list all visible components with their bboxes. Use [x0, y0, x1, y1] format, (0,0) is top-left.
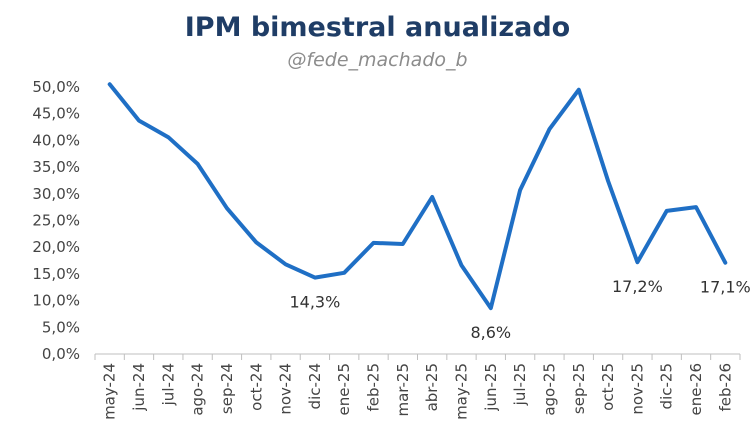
data-label: 17,1%	[700, 278, 751, 297]
x-tick-label: ene-25	[335, 363, 353, 415]
x-tick-label: jul-25	[511, 363, 529, 406]
x-tick-label: jun-25	[482, 363, 500, 412]
x-tick-label: mar-25	[394, 363, 412, 417]
y-tick-label: 50,0%	[32, 78, 80, 96]
x-tick-label: nov-24	[277, 363, 295, 415]
x-axis: may-24 jun-24 jul-24 ago-24 sep-24 oct-24 nov-…	[94, 353, 741, 420]
y-tick-label: 45,0%	[32, 105, 80, 123]
y-tick-label: 35,0%	[32, 158, 80, 176]
x-tick-label: dic-25	[658, 363, 676, 409]
data-label: 14,3%	[289, 293, 340, 312]
x-tick-label: jun-24	[130, 363, 148, 412]
series-line	[107, 82, 728, 311]
chart-subtitle: @fede_machado_b	[287, 49, 468, 71]
x-tick-label: feb-26	[716, 363, 734, 412]
data-label: 8,6%	[470, 323, 511, 342]
y-tick-label: 30,0%	[32, 185, 80, 203]
x-tick-label: may-24	[101, 363, 119, 420]
x-tick-label: oct-25	[599, 363, 617, 411]
chart-title: IPM bimestral anualizado	[184, 12, 571, 43]
x-tick-label: ago-24	[189, 363, 207, 416]
y-tick-label: 25,0%	[32, 212, 80, 230]
y-tick-label: 20,0%	[32, 238, 80, 256]
y-tick-label: 15,0%	[32, 265, 80, 283]
x-tick-label: ago-25	[540, 363, 558, 416]
data-label: 17,2%	[612, 277, 663, 296]
y-tick-label: 40,0%	[32, 131, 80, 149]
x-tick-label: sep-25	[570, 363, 588, 414]
data-labels: 14,3% 8,6% 17,2% 17,1%	[289, 277, 750, 342]
y-tick-label: 5,0%	[42, 318, 80, 336]
y-tick-label: 10,0%	[32, 292, 80, 310]
x-tick-label: feb-25	[365, 363, 383, 412]
x-tick-label: oct-24	[247, 363, 265, 411]
x-tick-label: sep-24	[218, 363, 236, 414]
x-tick-label: abr-25	[423, 363, 441, 411]
x-tick-label: may-25	[452, 363, 470, 420]
x-tick-label: jul-24	[159, 363, 177, 406]
x-tick-label: nov-25	[628, 363, 646, 415]
y-axis: 0,0% 5,0% 10,0% 15,0% 20,0% 25,0% 30,0% 35,0% 40…	[32, 78, 80, 363]
series-layer	[107, 82, 728, 311]
x-tick-label: dic-24	[306, 363, 324, 409]
x-tick-label: ene-26	[687, 363, 705, 415]
y-tick-label: 0,0%	[42, 345, 80, 363]
